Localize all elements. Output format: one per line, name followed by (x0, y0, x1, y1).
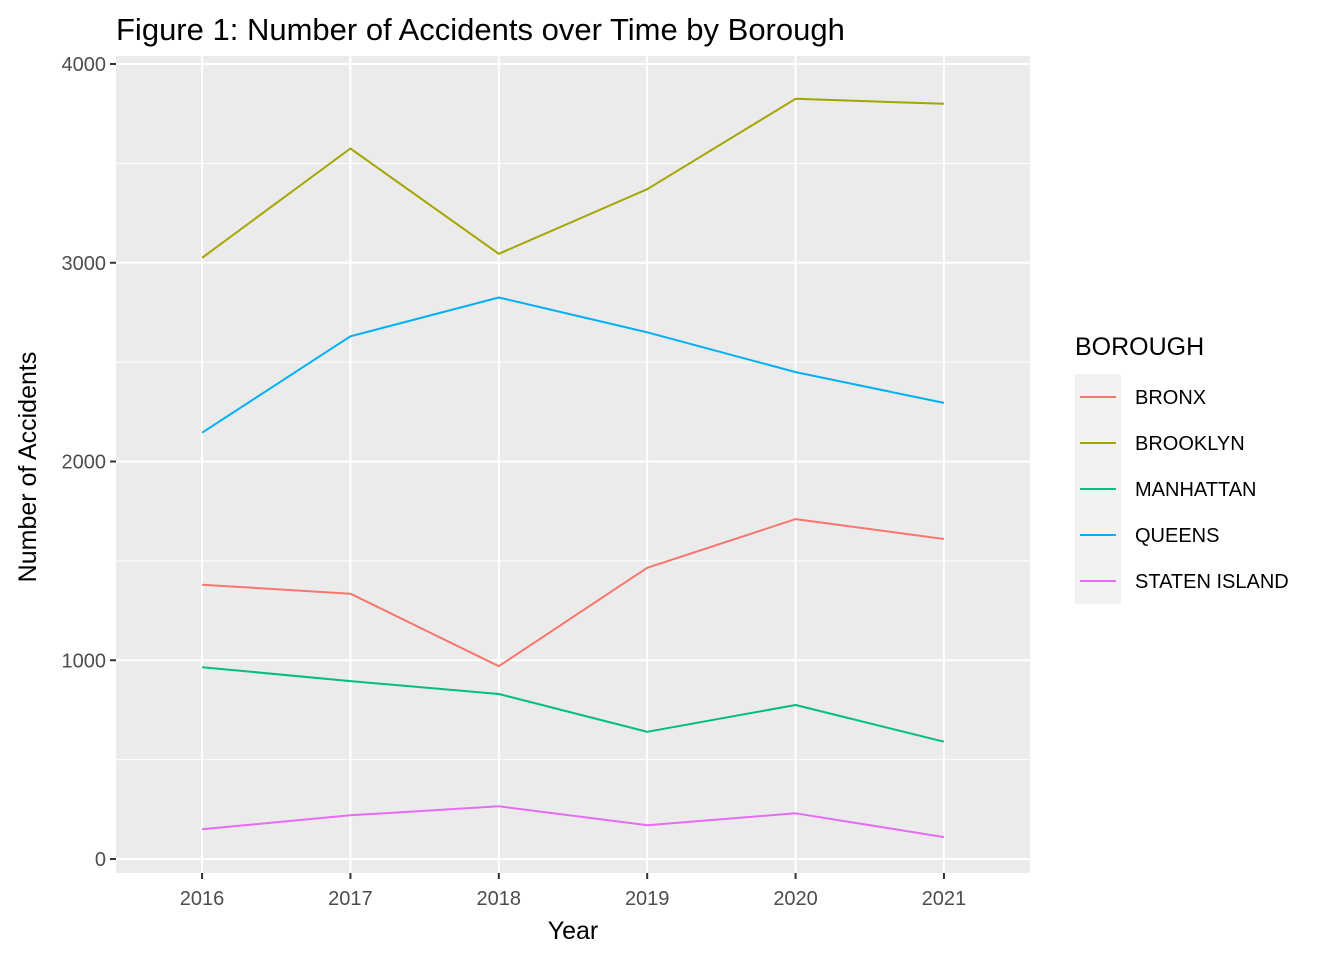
legend-label-bronx: BRONX (1135, 387, 1206, 409)
y-tick-label: 3000 (62, 253, 107, 275)
y-tick-label: 0 (95, 849, 106, 871)
x-tick-label: 2020 (773, 888, 818, 910)
legend-label-staten-island: STATEN ISLAND (1135, 571, 1289, 593)
x-tick-label: 2017 (328, 888, 373, 910)
x-axis-title: Year (548, 917, 599, 945)
y-tick-label: 1000 (62, 650, 107, 672)
legend-items: BRONX BROOKLYN MANHATTAN QUEENS STATEN ISLAN… (1080, 387, 1289, 593)
series-line-queens (201, 296, 945, 434)
plot-panel (116, 56, 1030, 873)
x-tick-label: 2019 (625, 888, 670, 910)
series-line-manhattan (202, 666, 945, 743)
minor-gridlines (116, 162, 1030, 761)
y-axis-title: Number of Accidents (14, 352, 42, 583)
legend-label-brooklyn: BROOKLYN (1135, 433, 1245, 455)
legend-label-queens: QUEENS (1135, 525, 1219, 547)
legend: BOROUGH BRONX BROOKLYN MANHATTAN QUEENS STAT… (1075, 333, 1289, 604)
series-line-brooklyn (201, 97, 944, 259)
series-line-bronx (202, 518, 945, 668)
legend-label-manhattan: MANHATTAN (1135, 479, 1256, 501)
x-tick-label: 2016 (180, 888, 225, 910)
major-gridlines (116, 56, 1030, 873)
y-axis: 0 1000 2000 3000 4000 (62, 54, 116, 871)
chart-title: Figure 1: Number of Accidents over Time … (116, 12, 845, 47)
y-tick-label: 4000 (62, 54, 107, 76)
x-axis: 2016 2017 2018 2019 2020 2021 (180, 873, 966, 910)
y-tick-label: 2000 (62, 452, 107, 474)
panel-background (116, 56, 1030, 873)
x-tick-label: 2021 (922, 888, 967, 910)
series-line-staten-island (202, 805, 945, 839)
series-lines (201, 97, 945, 839)
legend-title: BOROUGH (1075, 333, 1204, 361)
x-tick-label: 2018 (477, 888, 522, 910)
